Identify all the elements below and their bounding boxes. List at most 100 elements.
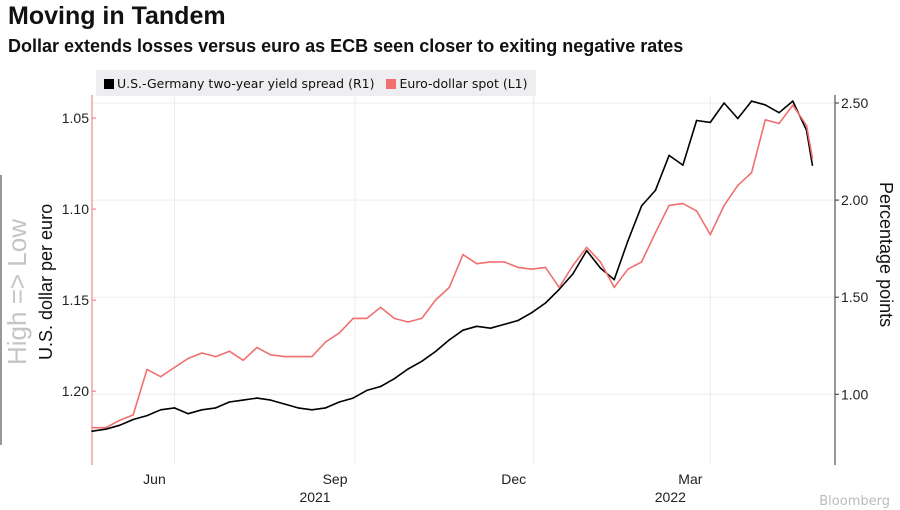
point-yield-spread bbox=[311, 408, 313, 411]
left-tick-label: 1.10 bbox=[62, 201, 89, 217]
point-yield-spread bbox=[256, 397, 258, 399]
point-yield-spread bbox=[462, 329, 464, 331]
point-euro-dollar bbox=[503, 261, 506, 263]
point-yield-spread bbox=[379, 385, 382, 388]
point-euro-dollar bbox=[379, 306, 382, 309]
point-euro-dollar bbox=[737, 184, 739, 187]
point-euro-dollar bbox=[269, 353, 272, 356]
point-yield-spread bbox=[682, 164, 684, 166]
x-year-label: 2021 bbox=[299, 489, 330, 505]
point-yield-spread bbox=[228, 401, 231, 403]
point-euro-dollar bbox=[613, 286, 615, 289]
point-yield-spread bbox=[668, 154, 670, 157]
right-tick-label: 2.50 bbox=[841, 95, 868, 111]
point-yield-spread bbox=[572, 273, 574, 275]
point-yield-spread bbox=[366, 389, 368, 392]
point-yield-spread bbox=[489, 327, 492, 330]
point-euro-dollar bbox=[104, 426, 107, 429]
point-euro-dollar bbox=[324, 341, 327, 343]
point-euro-dollar bbox=[750, 171, 753, 174]
left-tick-label: 1.20 bbox=[62, 383, 89, 399]
right-tick-label: 1.00 bbox=[841, 386, 868, 402]
point-euro-dollar bbox=[682, 202, 684, 205]
point-euro-dollar bbox=[517, 266, 519, 269]
point-euro-dollar bbox=[352, 317, 354, 320]
chart-subtitle: Dollar extends losses versus euro as ECB… bbox=[8, 36, 684, 56]
point-euro-dollar bbox=[585, 246, 588, 249]
series-line-yield-spread bbox=[91, 100, 814, 432]
point-euro-dollar bbox=[530, 268, 533, 270]
point-euro-dollar bbox=[709, 233, 712, 236]
point-euro-dollar bbox=[91, 426, 93, 429]
point-yield-spread bbox=[791, 100, 794, 102]
chart-title: Moving in Tandem bbox=[8, 2, 226, 30]
point-euro-dollar bbox=[627, 268, 629, 270]
point-yield-spread bbox=[434, 350, 437, 353]
point-euro-dollar bbox=[811, 157, 814, 159]
point-yield-spread bbox=[640, 205, 643, 207]
legend-item-spread: U.S.-Germany two-year yield spread (R1) bbox=[104, 76, 374, 91]
point-yield-spread bbox=[214, 407, 217, 409]
point-yield-spread bbox=[723, 102, 725, 104]
series-line-euro-dollar bbox=[92, 104, 814, 429]
point-yield-spread bbox=[91, 430, 93, 432]
point-euro-dollar bbox=[778, 122, 780, 125]
point-euro-dollar bbox=[475, 262, 478, 265]
point-yield-spread bbox=[627, 240, 629, 242]
left-tick-label: 1.05 bbox=[62, 110, 89, 126]
point-yield-spread bbox=[654, 189, 657, 192]
point-euro-dollar bbox=[283, 355, 286, 358]
point-yield-spread bbox=[503, 323, 506, 326]
point-euro-dollar bbox=[764, 119, 767, 121]
point-euro-dollar bbox=[448, 286, 451, 289]
point-yield-spread bbox=[352, 397, 354, 399]
point-yield-spread bbox=[407, 368, 409, 370]
point-yield-spread bbox=[448, 339, 451, 341]
point-yield-spread bbox=[324, 407, 327, 409]
point-euro-dollar bbox=[187, 357, 189, 360]
point-yield-spread bbox=[778, 111, 780, 114]
point-yield-spread bbox=[613, 278, 615, 281]
point-euro-dollar bbox=[214, 355, 217, 358]
point-yield-spread bbox=[173, 407, 176, 409]
right-tick-label: 1.50 bbox=[841, 289, 868, 305]
right-tick-label: 2.00 bbox=[841, 192, 868, 208]
point-yield-spread bbox=[750, 100, 753, 102]
legend: U.S.-Germany two-year yield spread (R1) … bbox=[96, 70, 536, 96]
point-yield-spread bbox=[393, 377, 396, 380]
point-yield-spread bbox=[338, 401, 341, 403]
point-euro-dollar bbox=[297, 355, 299, 358]
point-euro-dollar bbox=[366, 317, 368, 320]
point-yield-spread bbox=[530, 311, 533, 314]
watermark: Bloomberg bbox=[819, 494, 890, 509]
point-yield-spread bbox=[709, 121, 712, 124]
point-yield-spread bbox=[187, 412, 189, 415]
point-euro-dollar bbox=[146, 368, 148, 371]
point-yield-spread bbox=[544, 302, 547, 304]
point-yield-spread bbox=[599, 267, 602, 269]
point-yield-spread bbox=[269, 399, 272, 401]
point-yield-spread bbox=[517, 319, 519, 322]
point-euro-dollar bbox=[420, 317, 423, 320]
right-axis-label: Percentage points bbox=[876, 182, 896, 327]
left-tick-label: 1.15 bbox=[62, 292, 89, 308]
point-yield-spread bbox=[146, 414, 148, 417]
point-yield-spread bbox=[695, 119, 698, 122]
point-euro-dollar bbox=[311, 355, 313, 358]
point-euro-dollar bbox=[242, 359, 244, 362]
point-euro-dollar bbox=[805, 124, 808, 127]
point-yield-spread bbox=[558, 288, 560, 291]
point-yield-spread bbox=[132, 418, 135, 421]
point-euro-dollar bbox=[228, 350, 231, 352]
point-euro-dollar bbox=[572, 264, 574, 267]
point-euro-dollar bbox=[132, 414, 135, 416]
point-yield-spread bbox=[737, 117, 739, 120]
point-euro-dollar bbox=[654, 231, 657, 234]
point-euro-dollar bbox=[695, 210, 698, 212]
point-yield-spread bbox=[242, 399, 244, 401]
x-tick-label: Sep bbox=[323, 471, 348, 487]
x-tick-label: Jun bbox=[143, 471, 166, 487]
point-euro-dollar bbox=[544, 266, 547, 269]
left-axis-annotation: High => Low bbox=[2, 219, 32, 365]
